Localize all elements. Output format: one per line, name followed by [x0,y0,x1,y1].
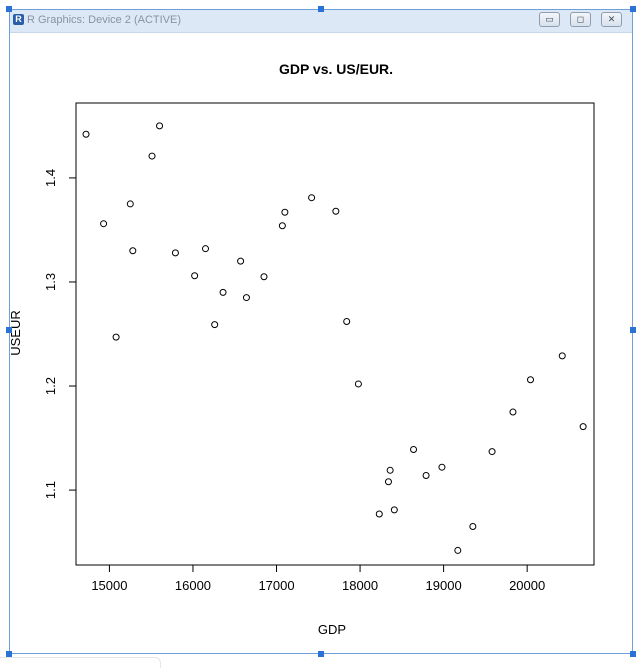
data-point [579,423,587,431]
data-point [202,245,209,253]
data-point [237,257,245,265]
data-point [488,448,496,456]
window-title: R Graphics: Device 2 (ACTIVE) [27,14,182,26]
y-tick-label: 1.1 [43,481,58,499]
resize-handle[interactable] [630,6,636,12]
x-tick-label: 20000 [509,578,545,593]
data-point [527,376,535,384]
data-point [260,273,268,281]
y-tick-label: 1.2 [43,377,58,395]
data-point [384,478,392,486]
data-point [171,249,179,257]
status-strip [0,657,161,668]
x-tick-label: 15000 [91,578,127,593]
x-tick-label: 16000 [175,578,211,593]
resize-handle[interactable] [630,327,636,333]
minimize-icon: ▭ [545,14,554,24]
resize-handle[interactable] [630,651,636,657]
data-point [390,506,398,514]
data-point [148,152,156,160]
x-tick-label: 17000 [258,578,294,593]
data-point [354,380,362,388]
r-logo-icon: R [13,14,24,25]
plot-frame [75,102,595,566]
resize-handle[interactable] [6,6,12,12]
data-point [308,194,316,202]
r-graphics-window: R R Graphics: Device 2 (ACTIVE) ▭ ◻ ✕ [9,9,633,654]
data-point [129,247,137,255]
data-point [126,200,134,208]
y-tick-label: 1.3 [43,273,58,291]
y-tick-label: 1.4 [43,169,58,187]
data-point [375,510,383,518]
y-axis: 1.1 1.2 1.3 1.4 [43,169,77,499]
resize-handle[interactable] [318,651,324,657]
data-point [386,466,394,474]
data-point [242,294,250,302]
data-point [509,408,517,416]
x-axis-label: GDP [318,622,346,637]
data-point [100,220,108,228]
data-point [219,288,227,296]
x-tick-label: 18000 [342,578,378,593]
x-axis: 15000 16000 17000 18000 19000 20000 [91,564,545,593]
data-points [82,122,587,554]
y-axis-label: USEUR [8,310,23,356]
data-point [438,463,446,471]
data-point [278,222,286,230]
data-point [422,472,430,480]
data-point [82,130,90,138]
maximize-button[interactable]: ◻ [570,12,591,27]
data-point [469,523,477,530]
data-point [211,321,219,329]
data-point [156,122,164,130]
data-point [454,546,462,554]
resize-handle[interactable] [6,651,12,657]
title-bar[interactable]: R R Graphics: Device 2 (ACTIVE) ▭ ◻ ✕ [10,10,632,33]
resize-handle[interactable] [6,327,12,333]
data-point [410,446,418,453]
resize-handle[interactable] [318,6,324,12]
minimize-button[interactable]: ▭ [539,12,560,27]
close-icon: ✕ [607,14,616,24]
data-point [332,207,340,215]
close-button[interactable]: ✕ [601,12,622,27]
data-point [343,318,351,326]
x-tick-label: 19000 [426,578,462,593]
chart-title: GDP vs. US/EUR. [279,61,393,77]
data-point [191,272,199,280]
maximize-icon: ◻ [576,14,585,24]
data-point [281,208,289,216]
data-point [112,333,120,341]
data-point [558,352,566,360]
